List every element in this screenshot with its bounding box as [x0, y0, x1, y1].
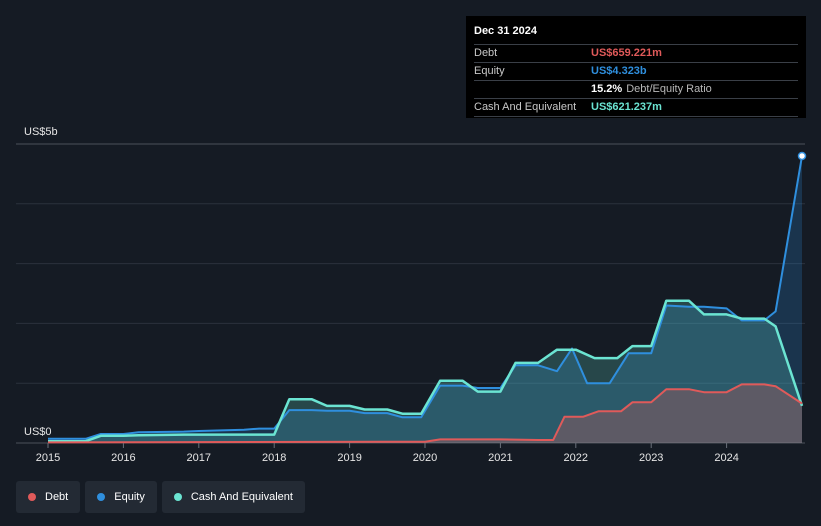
- chart-legend: Debt Equity Cash And Equivalent: [16, 481, 305, 513]
- legend-label-debt: Debt: [45, 491, 69, 503]
- line-debt: [47, 383, 803, 444]
- line-equity: [48, 155, 803, 440]
- x-tick-label: 2020: [413, 452, 437, 464]
- legend-item-cash[interactable]: Cash And Equivalent: [161, 481, 305, 513]
- y-axis-bottom-label: US$0: [24, 426, 52, 438]
- chart-grid: [16, 143, 805, 444]
- x-tick-label: 2016: [111, 452, 135, 464]
- x-tick-label: 2021: [488, 452, 512, 464]
- x-tick-label: 2017: [187, 452, 211, 464]
- x-tick-label: 2022: [564, 452, 588, 464]
- tooltip-debt-label: Debt: [474, 47, 498, 59]
- line-cash-and-equivalent: [48, 299, 804, 443]
- chart-lines: [47, 155, 804, 444]
- x-tick-label: 2024: [714, 452, 738, 464]
- legend-item-equity[interactable]: Equity: [85, 481, 157, 513]
- tooltip-date: Dec 31 2024: [474, 22, 798, 45]
- tooltip-row-debt: Debt US$659.221m: [474, 45, 798, 63]
- x-axis-ticks: 2015 2016 2017 2018 2019 2020 2021 2022 2023 2024: [36, 443, 739, 464]
- x-tick-label: 2023: [639, 452, 663, 464]
- area-debt: [48, 384, 802, 443]
- tooltip-ratio-label: Debt/Equity Ratio: [626, 83, 712, 95]
- area-equity: [48, 156, 802, 443]
- legend-label-equity: Equity: [114, 491, 145, 503]
- x-tick-label: 2015: [36, 452, 60, 464]
- tooltip-cash-value: US$621.237m: [591, 101, 662, 113]
- x-tick-label: 2019: [337, 452, 361, 464]
- x-tick-label: 2018: [262, 452, 286, 464]
- legend-dot-debt: [28, 493, 36, 501]
- legend-item-debt[interactable]: Debt: [16, 481, 81, 513]
- tooltip-ratio-value: 15.2%: [591, 83, 623, 95]
- tooltip-row-cash: Cash And Equivalent US$621.237m: [474, 99, 798, 117]
- equity-endpoint-marker: [797, 151, 807, 161]
- area-cash-and-equivalent: [48, 300, 802, 443]
- tooltip-cash-label: Cash And Equivalent: [474, 101, 577, 113]
- legend-label-cash: Cash And Equivalent: [190, 491, 293, 503]
- data-tooltip: Dec 31 2024 Debt US$659.221m Equity US$4…: [466, 16, 806, 118]
- tooltip-equity-value: US$4.323b: [591, 65, 647, 77]
- tooltip-equity-label: Equity: [474, 65, 505, 77]
- chart-areas: [48, 156, 802, 443]
- tooltip-row-equity: Equity US$4.323b: [474, 63, 798, 81]
- tooltip-debt-value: US$659.221m: [591, 47, 662, 59]
- legend-dot-equity: [97, 493, 106, 501]
- y-axis-top-label: US$5b: [24, 126, 58, 138]
- tooltip-row-ratio: 15.2% Debt/Equity Ratio: [474, 81, 798, 99]
- legend-dot-cash: [173, 493, 182, 501]
